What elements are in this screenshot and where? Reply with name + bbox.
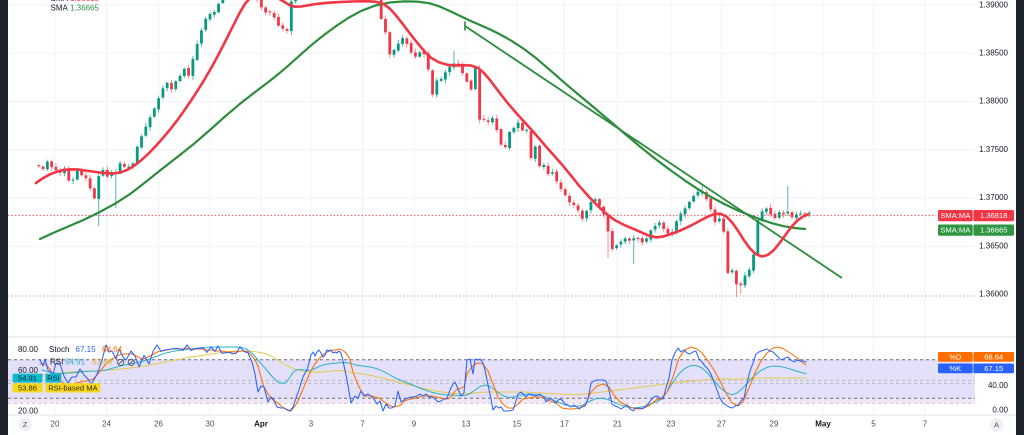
svg-text:1.36000: 1.36000 [979, 290, 1008, 299]
svg-text:29: 29 [770, 420, 779, 429]
svg-text:68.64: 68.64 [984, 352, 1003, 361]
svg-text:30: 30 [206, 420, 215, 429]
svg-text:54.91: 54.91 [18, 374, 37, 383]
svg-text:40.00: 40.00 [988, 381, 1009, 390]
svg-text:3: 3 [309, 420, 314, 429]
svg-text:53.86: 53.86 [18, 383, 37, 392]
svg-text:1.36665: 1.36665 [980, 226, 1007, 235]
svg-text:1.36818: 1.36818 [70, 0, 99, 3]
svg-text:54.91: 54.91 [65, 358, 86, 367]
svg-text:27: 27 [717, 420, 726, 429]
svg-text:1.38500: 1.38500 [979, 49, 1008, 58]
svg-text:5: 5 [871, 420, 876, 429]
svg-text:7: 7 [923, 420, 928, 429]
svg-text:0.00: 0.00 [992, 406, 1008, 415]
svg-text:17: 17 [560, 420, 569, 429]
svg-text:Z: Z [23, 420, 28, 429]
svg-text:A: A [994, 420, 999, 429]
svg-text:SMA: SMA [51, 4, 69, 13]
svg-text:1.39000: 1.39000 [979, 1, 1008, 10]
svg-text:Stoch: Stoch [49, 345, 69, 354]
svg-text:26: 26 [154, 420, 163, 429]
svg-text:RSI: RSI [50, 358, 63, 367]
svg-text:67.15: 67.15 [76, 345, 97, 354]
svg-text:1.36500: 1.36500 [979, 241, 1008, 250]
svg-text:60.00: 60.00 [18, 366, 39, 375]
svg-text:%D: %D [949, 352, 962, 361]
svg-text:May: May [815, 420, 831, 429]
svg-text:SMA: SMA [51, 0, 69, 3]
svg-text:Apr: Apr [254, 420, 268, 429]
svg-text:15: 15 [513, 420, 522, 429]
svg-text:13: 13 [462, 420, 471, 429]
svg-text:20: 20 [51, 420, 60, 429]
svg-text:1.36818: 1.36818 [980, 211, 1007, 220]
svg-text:53.86: 53.86 [92, 358, 113, 367]
svg-text:1.36665: 1.36665 [70, 4, 99, 13]
svg-text:SMA:MA: SMA:MA [940, 226, 971, 235]
svg-text:23: 23 [667, 420, 676, 429]
svg-text:67.15: 67.15 [984, 364, 1003, 373]
svg-text:80.00: 80.00 [18, 345, 39, 354]
svg-text:20.00: 20.00 [18, 407, 39, 416]
svg-text:21: 21 [613, 420, 622, 429]
svg-text:1.37500: 1.37500 [979, 145, 1008, 154]
svg-text:1.37000: 1.37000 [979, 193, 1008, 202]
svg-text:24: 24 [102, 420, 111, 429]
svg-text:RSI-based MA: RSI-based MA [48, 383, 98, 392]
svg-text:9: 9 [412, 420, 417, 429]
svg-text:SMA:MA: SMA:MA [940, 211, 971, 220]
svg-text:1.38000: 1.38000 [979, 97, 1008, 106]
svg-text:68.64: 68.64 [102, 345, 123, 354]
svg-text:7: 7 [360, 420, 365, 429]
svg-text:RSI: RSI [47, 374, 60, 383]
svg-text:%K: %K [949, 364, 961, 373]
